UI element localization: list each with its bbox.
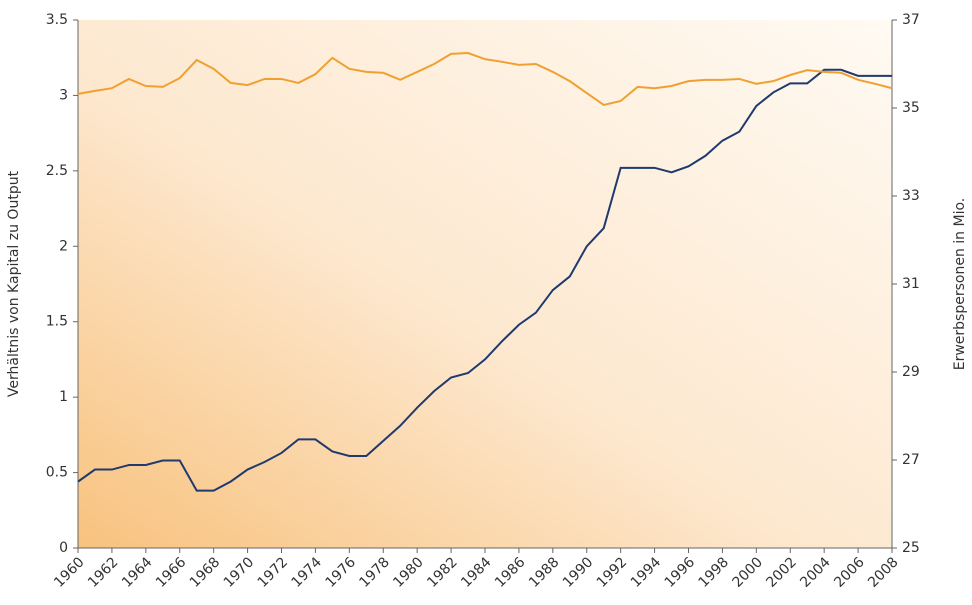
x-tick-label: 1972	[255, 554, 292, 591]
x-tick-label: 1996	[662, 554, 699, 591]
y-tick-label: 1.5	[46, 314, 68, 330]
x-tick-label: 1960	[51, 554, 88, 591]
x-tick-label: 1976	[322, 554, 359, 591]
line-series	[77, 51, 893, 106]
y2-tick-label: 37	[902, 12, 920, 28]
x-tick-label: 1962	[85, 554, 122, 591]
x-tick-label: 1968	[187, 554, 224, 591]
x-tick-label: 1984	[458, 554, 495, 591]
y2-tick-label: 27	[902, 452, 920, 468]
x-tick-label: 1988	[526, 554, 563, 591]
y2-axis-label: Erwerbspersonen in Mio.	[952, 198, 968, 370]
x-tick-label: 2008	[865, 554, 902, 591]
y2-tick-label: 29	[902, 364, 920, 380]
x-tick-label: 2000	[729, 554, 766, 591]
y-axis-label: Verhältnis von Kapital zu Output	[6, 170, 22, 397]
y-tick-label: 1	[59, 389, 68, 405]
x-tick-label: 1964	[119, 554, 156, 591]
x-tick-label: 1980	[390, 554, 427, 591]
x-tick-label: 1998	[696, 554, 733, 591]
y2-tick-label: 31	[902, 276, 920, 292]
y-tick-label: 3.5	[46, 12, 68, 28]
x-tick-label: 1970	[221, 554, 258, 591]
y-tick-label: 2	[59, 238, 68, 254]
x-tick-label: 1978	[356, 554, 393, 591]
y-tick-label: 2.5	[46, 163, 68, 179]
y-tick-label: 0	[59, 540, 68, 556]
x-tick-label: 2004	[797, 554, 834, 591]
x-tick-label: 1994	[628, 554, 665, 591]
plot-area	[78, 20, 892, 548]
y2-tick-label: 25	[902, 540, 920, 556]
x-tick-label: 1992	[594, 554, 631, 591]
x-tick-label: 1974	[289, 554, 326, 591]
x-tick-label: 1986	[492, 554, 529, 591]
y2-tick-label: 35	[902, 100, 920, 116]
y-tick-label: 3	[59, 87, 68, 103]
x-tick-label: 1982	[424, 554, 461, 591]
x-tick-label: 2006	[831, 554, 868, 591]
y2-tick-label: 33	[902, 188, 920, 204]
line-series	[77, 68, 892, 492]
x-tick-label: 2002	[763, 554, 800, 591]
y-tick-label: 0.5	[46, 465, 68, 481]
x-tick-label: 1966	[153, 554, 190, 591]
x-tick-label: 1990	[560, 554, 597, 591]
